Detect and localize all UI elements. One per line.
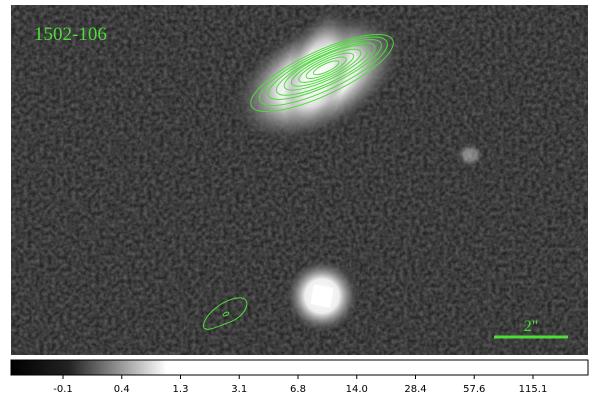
- colorbar-tick-label: 0.4: [114, 384, 130, 395]
- colorbar-tick-label: 1.3: [173, 384, 189, 395]
- scale-label: 2": [524, 318, 539, 335]
- colorbar: -0.1 0.4 1.3 3.1 6.8 14.0 28.4 57.6 115.1: [11, 360, 588, 395]
- image: 1502-106 2": [11, 0, 588, 355]
- object-label: 1502-106: [34, 24, 107, 45]
- colorbar-tick-label: 28.4: [404, 384, 426, 395]
- colorbar-tick-label: 57.6: [463, 384, 485, 395]
- colorbar-tick-label: 3.1: [231, 384, 247, 395]
- colorbar-tick-label: 115.1: [519, 384, 548, 395]
- colorbar-tick-label: 6.8: [290, 384, 306, 395]
- figure: 1502-106 2" -0.1 0.4 1.3 3.1 6.8 14.0 28.4 57.6…: [0, 0, 593, 408]
- colorbar-tick-label: 14.0: [346, 384, 368, 395]
- colorbar-tick-label: -0.1: [53, 384, 73, 395]
